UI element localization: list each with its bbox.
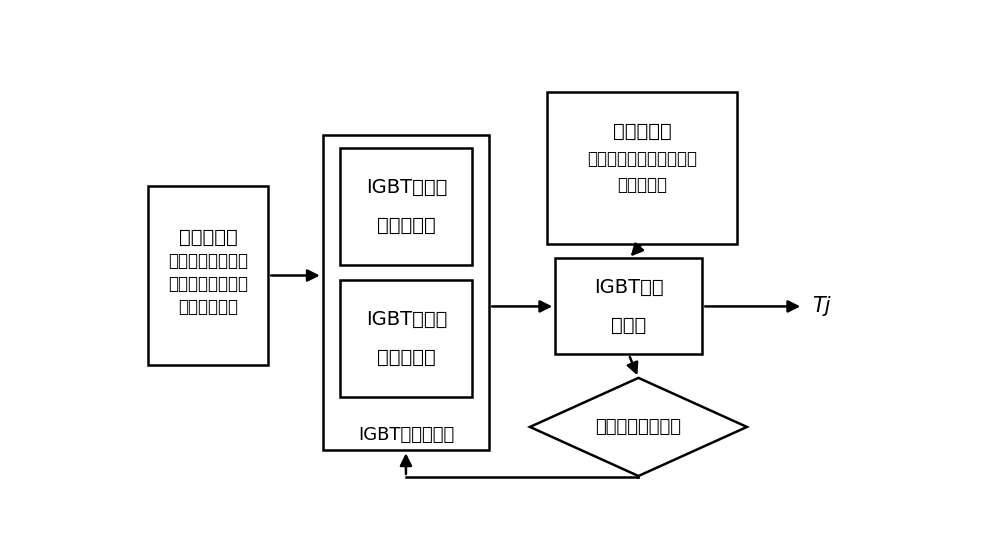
Text: （时间节点，导通: （时间节点，导通: [168, 252, 248, 270]
Text: 通损耗计算: 通损耗计算: [377, 348, 436, 367]
Text: 境温度等）: 境温度等）: [617, 176, 667, 194]
Bar: [547, 92, 737, 244]
Text: IGBT模块: IGBT模块: [594, 278, 664, 297]
Bar: [340, 147, 472, 265]
Bar: [323, 135, 489, 450]
Bar: [148, 186, 268, 365]
Text: 热模型参数: 热模型参数: [613, 122, 672, 141]
Text: （等效热阻抗、热容，环: （等效热阻抗、热容，环: [587, 150, 697, 168]
Bar: [555, 258, 702, 355]
Text: Tj: Tj: [812, 296, 831, 316]
Text: 电模型参数: 电模型参数: [179, 228, 238, 247]
Bar: [340, 280, 472, 397]
Text: 结温与损耗未平衡: 结温与损耗未平衡: [595, 418, 681, 436]
Text: IGBT模块开: IGBT模块开: [366, 177, 447, 197]
Text: 关损耗计算: 关损耗计算: [377, 216, 436, 235]
Text: 饱和压降等）: 饱和压降等）: [178, 299, 238, 316]
Text: IGBT模块电模型: IGBT模块电模型: [358, 427, 454, 444]
Polygon shape: [530, 378, 747, 476]
Text: IGBT模块导: IGBT模块导: [366, 310, 447, 329]
Text: 热模型: 热模型: [611, 316, 646, 335]
Text: 电流，拖尾电流，: 电流，拖尾电流，: [168, 275, 248, 293]
